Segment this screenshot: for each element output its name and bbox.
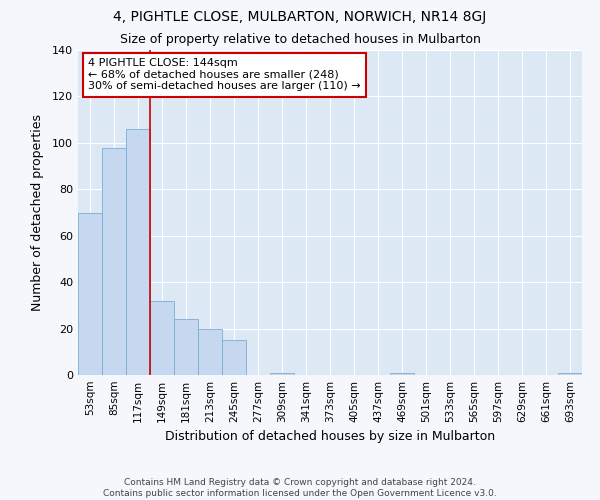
- Bar: [198, 328, 222, 375]
- Bar: [102, 148, 126, 375]
- Bar: [174, 320, 198, 375]
- Text: 4 PIGHTLE CLOSE: 144sqm
← 68% of detached houses are smaller (248)
30% of semi-d: 4 PIGHTLE CLOSE: 144sqm ← 68% of detache…: [88, 58, 361, 92]
- Y-axis label: Number of detached properties: Number of detached properties: [31, 114, 44, 311]
- Bar: [126, 129, 150, 375]
- Text: Size of property relative to detached houses in Mulbarton: Size of property relative to detached ho…: [119, 32, 481, 46]
- Bar: [78, 212, 102, 375]
- Text: Contains HM Land Registry data © Crown copyright and database right 2024.
Contai: Contains HM Land Registry data © Crown c…: [103, 478, 497, 498]
- Bar: [222, 340, 246, 375]
- Text: 4, PIGHTLE CLOSE, MULBARTON, NORWICH, NR14 8GJ: 4, PIGHTLE CLOSE, MULBARTON, NORWICH, NR…: [113, 10, 487, 24]
- Bar: [150, 300, 174, 375]
- Bar: [270, 372, 294, 375]
- Bar: [558, 372, 582, 375]
- X-axis label: Distribution of detached houses by size in Mulbarton: Distribution of detached houses by size …: [165, 430, 495, 444]
- Bar: [390, 372, 414, 375]
